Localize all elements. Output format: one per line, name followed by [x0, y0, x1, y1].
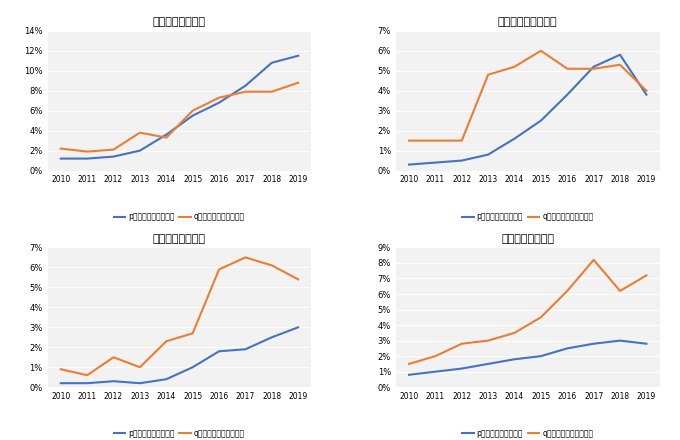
p：初めての渡航確率	[163, 132, 171, 137]
q：リピーター渡航確率	[511, 64, 519, 70]
p：初めての渡航確率	[109, 378, 118, 384]
q：リピーター渡航確率	[294, 277, 303, 282]
Legend: p：初めての渡航確率, q：リピーター渡航確率: p：初めての渡航確率, q：リピーター渡航確率	[111, 426, 248, 440]
q：リピーター渡航確率	[590, 257, 598, 263]
q：リピーター渡航確率	[241, 255, 250, 260]
p：初めての渡航確率	[188, 113, 197, 118]
p：初めての渡航確率	[268, 335, 276, 340]
Legend: p：初めての渡航確率, q：リピーター渡航確率: p：初めての渡航確率, q：リピーター渡航確率	[459, 426, 596, 440]
q：リピーター渡航確率	[537, 315, 545, 320]
q：リピーター渡航確率	[83, 149, 91, 154]
q：リピーター渡航確率	[511, 330, 519, 335]
p：初めての渡航確率	[643, 92, 651, 97]
p：初めての渡航確率	[590, 341, 598, 346]
Line: p：初めての渡航確率: p：初めての渡航確率	[409, 341, 647, 375]
Title: 渡航確率（ソウル）: 渡航確率（ソウル）	[498, 17, 558, 27]
p：初めての渡航確率	[215, 100, 223, 105]
Line: q：リピーター渡航確率: q：リピーター渡航確率	[409, 260, 647, 364]
q：リピーター渡航確率	[616, 62, 624, 67]
p：初めての渡航確率	[537, 118, 545, 123]
p：初めての渡航確率	[136, 381, 144, 386]
q：リピーター渡航確率	[563, 66, 571, 71]
p：初めての渡航確率	[484, 361, 492, 367]
q：リピーター渡航確率	[537, 48, 545, 53]
p：初めての渡航確率	[56, 156, 65, 161]
p：初めての渡航確率	[484, 152, 492, 157]
q：リピーター渡航確率	[294, 80, 303, 85]
Line: p：初めての渡航確率: p：初めての渡航確率	[61, 327, 299, 383]
p：初めての渡航確率	[83, 381, 91, 386]
q：リピーター渡航確率	[405, 361, 413, 367]
q：リピーター渡航確率	[405, 138, 413, 143]
q：リピーター渡航確率	[431, 138, 439, 143]
p：初めての渡航確率	[109, 154, 118, 159]
p：初めての渡航確率	[431, 369, 439, 374]
q：リピーター渡航確率	[136, 130, 144, 135]
Line: q：リピーター渡航確率: q：リピーター渡航確率	[61, 83, 299, 152]
q：リピーター渡航確率	[643, 88, 651, 93]
p：初めての渡航確率	[83, 156, 91, 161]
p：初めての渡航確率	[294, 325, 303, 330]
p：初めての渡航確率	[431, 160, 439, 165]
p：初めての渡航確率	[563, 92, 571, 97]
Line: p：初めての渡航確率: p：初めての渡航確率	[409, 55, 647, 165]
p：初めての渡航確率	[188, 365, 197, 370]
q：リピーター渡航確率	[458, 341, 466, 346]
q：リピーター渡航確率	[241, 89, 250, 94]
q：リピーター渡航確率	[56, 146, 65, 151]
q：リピーター渡航確率	[163, 339, 171, 344]
q：リピーター渡航確率	[83, 373, 91, 378]
Title: 渡航確率（上海）: 渡航確率（上海）	[153, 234, 206, 244]
q：リピーター渡航確率	[188, 330, 197, 336]
Legend: p：初めての渡航確率, q：リピーター渡航確率: p：初めての渡航確率, q：リピーター渡航確率	[459, 209, 596, 224]
p：初めての渡航確率	[616, 338, 624, 343]
p：初めての渡航確率	[643, 341, 651, 346]
q：リピーター渡航確率	[563, 288, 571, 293]
q：リピーター渡航確率	[215, 267, 223, 272]
Line: p：初めての渡航確率: p：初めての渡航確率	[61, 56, 299, 158]
q：リピーター渡航確率	[109, 355, 118, 360]
Line: q：リピーター渡航確率: q：リピーター渡航確率	[61, 257, 299, 375]
p：初めての渡航確率	[458, 158, 466, 163]
p：初めての渡航確率	[563, 346, 571, 351]
q：リピーター渡航確率	[484, 72, 492, 77]
p：初めての渡航確率	[405, 162, 413, 167]
p：初めての渡航確率	[405, 372, 413, 378]
p：初めての渡航確率	[511, 356, 519, 362]
p：初めての渡航確率	[56, 381, 65, 386]
p：初めての渡航確率	[241, 83, 250, 88]
q：リピーター渡航確率	[188, 108, 197, 114]
p：初めての渡航確率	[616, 52, 624, 57]
p：初めての渡航確率	[268, 60, 276, 66]
q：リピーター渡航確率	[163, 135, 171, 140]
Title: 渡航確率（香港）: 渡航確率（香港）	[501, 234, 554, 244]
q：リピーター渡航確率	[268, 89, 276, 94]
p：初めての渡航確率	[511, 136, 519, 141]
q：リピーター渡航確率	[109, 147, 118, 152]
q：リピーター渡航確率	[268, 263, 276, 268]
q：リピーター渡航確率	[458, 138, 466, 143]
p：初めての渡航確率	[458, 366, 466, 371]
q：リピーター渡航確率	[56, 367, 65, 372]
Legend: p：初めての渡航確率, q：リピーター渡航確率: p：初めての渡航確率, q：リピーター渡航確率	[111, 209, 248, 224]
q：リピーター渡航確率	[616, 288, 624, 293]
p：初めての渡航確率	[241, 347, 250, 352]
Title: 渡航確率（台北）: 渡航確率（台北）	[153, 17, 206, 27]
q：リピーター渡航確率	[643, 273, 651, 278]
p：初めての渡航確率	[590, 64, 598, 70]
p：初めての渡航確率	[215, 348, 223, 354]
q：リピーター渡航確率	[590, 66, 598, 71]
p：初めての渡航確率	[294, 53, 303, 59]
p：初めての渡航確率	[537, 353, 545, 359]
q：リピーター渡航確率	[484, 338, 492, 343]
p：初めての渡航確率	[136, 148, 144, 153]
q：リピーター渡航確率	[431, 353, 439, 359]
q：リピーター渡航確率	[215, 95, 223, 100]
Line: q：リピーター渡航確率: q：リピーター渡航確率	[409, 51, 647, 141]
q：リピーター渡航確率	[136, 365, 144, 370]
p：初めての渡航確率	[163, 377, 171, 382]
